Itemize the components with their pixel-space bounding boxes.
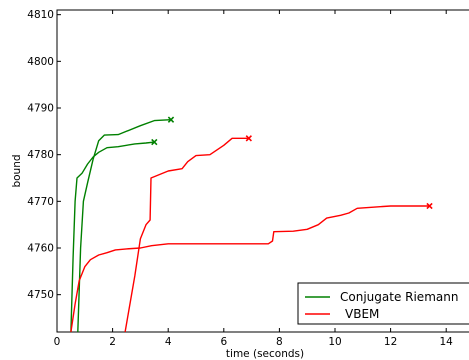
legend-label-vbem: VBEM <box>345 307 379 321</box>
x-tick-label-2: 2 <box>109 336 116 348</box>
legend-label-conjugate-riemann: Conjugate Riemann <box>340 290 458 304</box>
x-tick-label-14: 14 <box>440 336 454 348</box>
y-tick-label-4780: 4780 <box>27 149 54 161</box>
y-tick-label-4790: 4790 <box>27 103 54 115</box>
x-tick-label-0: 0 <box>54 336 61 348</box>
y-axis-label: bound <box>11 154 23 187</box>
x-tick-label-4: 4 <box>165 336 172 348</box>
y-tick-label-4760: 4760 <box>27 243 54 255</box>
y-tick-label-4750: 4750 <box>27 289 54 301</box>
y-tick-label-4810: 4810 <box>27 9 54 21</box>
x-tick-label-12: 12 <box>384 336 397 348</box>
y-tick-label-4800: 4800 <box>27 56 54 68</box>
legend: Conjugate Riemann VBEM <box>298 283 469 324</box>
x-tick-label-8: 8 <box>276 336 283 348</box>
x-axis-label: time (seconds) <box>226 348 304 360</box>
x-tick-label-6: 6 <box>220 336 227 348</box>
y-tick-label-4770: 4770 <box>27 196 54 208</box>
x-tick-label-10: 10 <box>328 336 341 348</box>
